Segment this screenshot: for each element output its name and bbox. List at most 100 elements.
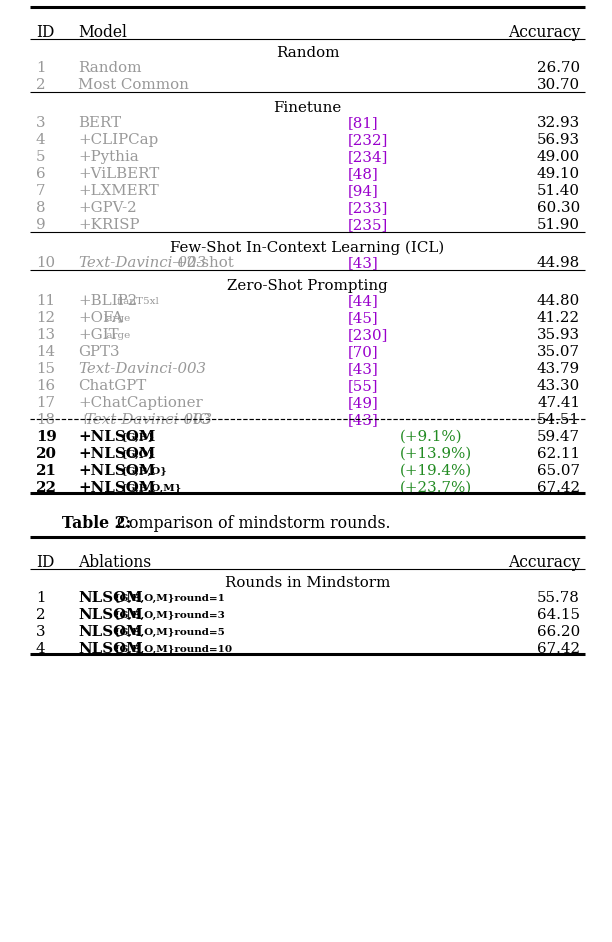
Text: 8: 8 — [36, 201, 46, 215]
Text: [230]: [230] — [348, 328, 389, 342]
Text: flanT5xl: flanT5xl — [117, 297, 160, 306]
Text: {G,B,O,M}round=10: {G,B,O,M}round=10 — [113, 645, 232, 654]
Text: +NLSOM: +NLSOM — [78, 447, 155, 461]
Text: 12: 12 — [36, 311, 55, 325]
Text: +ChatCaptioner: +ChatCaptioner — [78, 396, 203, 410]
Text: 2: 2 — [36, 78, 46, 92]
Text: 67.42: 67.42 — [537, 642, 580, 656]
Text: {G,B}: {G,B} — [120, 433, 154, 442]
Text: Comparison of mindstorm rounds.: Comparison of mindstorm rounds. — [112, 515, 390, 532]
Text: Ablations: Ablations — [78, 554, 151, 571]
Text: 1: 1 — [36, 61, 45, 75]
Text: 1: 1 — [36, 591, 45, 605]
Text: Text-Davinci-003: Text-Davinci-003 — [84, 413, 212, 427]
Text: Text-Davinci-003: Text-Davinci-003 — [78, 256, 206, 270]
Text: 10: 10 — [36, 256, 55, 270]
Text: 16: 16 — [36, 379, 55, 393]
Text: 30.70: 30.70 — [537, 78, 580, 92]
Text: (+23.7%): (+23.7%) — [400, 481, 472, 495]
Text: [235]: [235] — [348, 218, 388, 232]
Text: GPT3: GPT3 — [78, 345, 119, 359]
Text: ChatGPT: ChatGPT — [78, 379, 146, 393]
Text: 22: 22 — [36, 481, 57, 495]
Text: [233]: [233] — [348, 201, 389, 215]
Text: NLSOM: NLSOM — [78, 625, 143, 639]
Text: +2-shot: +2-shot — [175, 256, 234, 270]
Text: 44.98: 44.98 — [537, 256, 580, 270]
Text: NLSOM: NLSOM — [78, 608, 143, 622]
Text: [234]: [234] — [348, 150, 389, 164]
Text: 11: 11 — [36, 294, 55, 308]
Text: 41.22: 41.22 — [537, 311, 580, 325]
Text: 43.79: 43.79 — [537, 362, 580, 376]
Text: 20: 20 — [36, 447, 57, 461]
Text: 2: 2 — [36, 608, 46, 622]
Text: 49.10: 49.10 — [537, 167, 580, 181]
Text: Most Common: Most Common — [78, 78, 189, 92]
Text: +NLSOM: +NLSOM — [78, 464, 155, 478]
Text: +GIT: +GIT — [78, 328, 119, 342]
Text: 18: 18 — [36, 413, 55, 427]
Text: Model: Model — [78, 24, 127, 41]
Text: [48]: [48] — [348, 167, 379, 181]
Text: 32.93: 32.93 — [537, 116, 580, 130]
Text: Random: Random — [78, 61, 141, 75]
Text: 66.20: 66.20 — [537, 625, 580, 639]
Text: {G,B,O,M}: {G,B,O,M} — [120, 484, 181, 493]
Text: +CLIPCap: +CLIPCap — [78, 133, 159, 147]
Text: [49]: [49] — [348, 396, 379, 410]
Text: [70]: [70] — [348, 345, 379, 359]
Text: 60.30: 60.30 — [537, 201, 580, 215]
Text: Rounds in Mindstorm: Rounds in Mindstorm — [225, 576, 390, 590]
Text: 3: 3 — [36, 116, 46, 130]
Text: 43.30: 43.30 — [537, 379, 580, 393]
Text: 47.41: 47.41 — [537, 396, 580, 410]
Text: 7: 7 — [36, 184, 45, 198]
Text: 6: 6 — [36, 167, 46, 181]
Text: Few-Shot In-Context Learning (ICL): Few-Shot In-Context Learning (ICL) — [170, 241, 444, 255]
Text: 56.93: 56.93 — [537, 133, 580, 147]
Text: (+13.9%): (+13.9%) — [400, 447, 472, 461]
Text: 55.78: 55.78 — [537, 591, 580, 605]
Text: NLSOM: NLSOM — [78, 642, 143, 656]
Text: [45]: [45] — [348, 311, 379, 325]
Text: 3: 3 — [36, 625, 46, 639]
Text: 59.47: 59.47 — [537, 430, 580, 444]
Text: large: large — [104, 331, 131, 340]
Text: +: + — [78, 413, 91, 427]
Text: [94]: [94] — [348, 184, 379, 198]
Text: Random: Random — [276, 46, 339, 60]
Text: 49.00: 49.00 — [537, 150, 580, 164]
Text: 14: 14 — [36, 345, 55, 359]
Text: 21: 21 — [36, 464, 57, 478]
Text: 35.07: 35.07 — [537, 345, 580, 359]
Text: Accuracy: Accuracy — [508, 554, 580, 571]
Text: +IC: +IC — [181, 413, 211, 427]
Text: (+19.4%): (+19.4%) — [400, 464, 472, 478]
Text: NLSOM: NLSOM — [78, 591, 143, 605]
Text: +OFA: +OFA — [78, 311, 123, 325]
Text: {G,O}: {G,O} — [120, 450, 154, 459]
Text: 26.70: 26.70 — [537, 61, 580, 75]
Text: 44.80: 44.80 — [537, 294, 580, 308]
Text: 4: 4 — [36, 642, 46, 656]
Text: [43]: [43] — [348, 362, 379, 376]
Text: +Pythia: +Pythia — [78, 150, 139, 164]
Text: {G,B,O,M}round=1: {G,B,O,M}round=1 — [113, 594, 225, 603]
Text: Zero-Shot Prompting: Zero-Shot Prompting — [227, 279, 388, 293]
Text: 17: 17 — [36, 396, 55, 410]
Text: Finetune: Finetune — [274, 101, 341, 115]
Text: +BLIP2: +BLIP2 — [78, 294, 137, 308]
Text: 65.07: 65.07 — [537, 464, 580, 478]
Text: 9: 9 — [36, 218, 46, 232]
Text: large: large — [104, 314, 131, 323]
Text: ID: ID — [36, 24, 54, 41]
Text: 35.93: 35.93 — [537, 328, 580, 342]
Text: [232]: [232] — [348, 133, 389, 147]
Text: 67.42: 67.42 — [537, 481, 580, 495]
Text: +NLSOM: +NLSOM — [78, 430, 155, 444]
Text: [55]: [55] — [348, 379, 378, 393]
Text: 15: 15 — [36, 362, 55, 376]
Text: +NLSOM: +NLSOM — [78, 481, 155, 495]
Text: 19: 19 — [36, 430, 57, 444]
